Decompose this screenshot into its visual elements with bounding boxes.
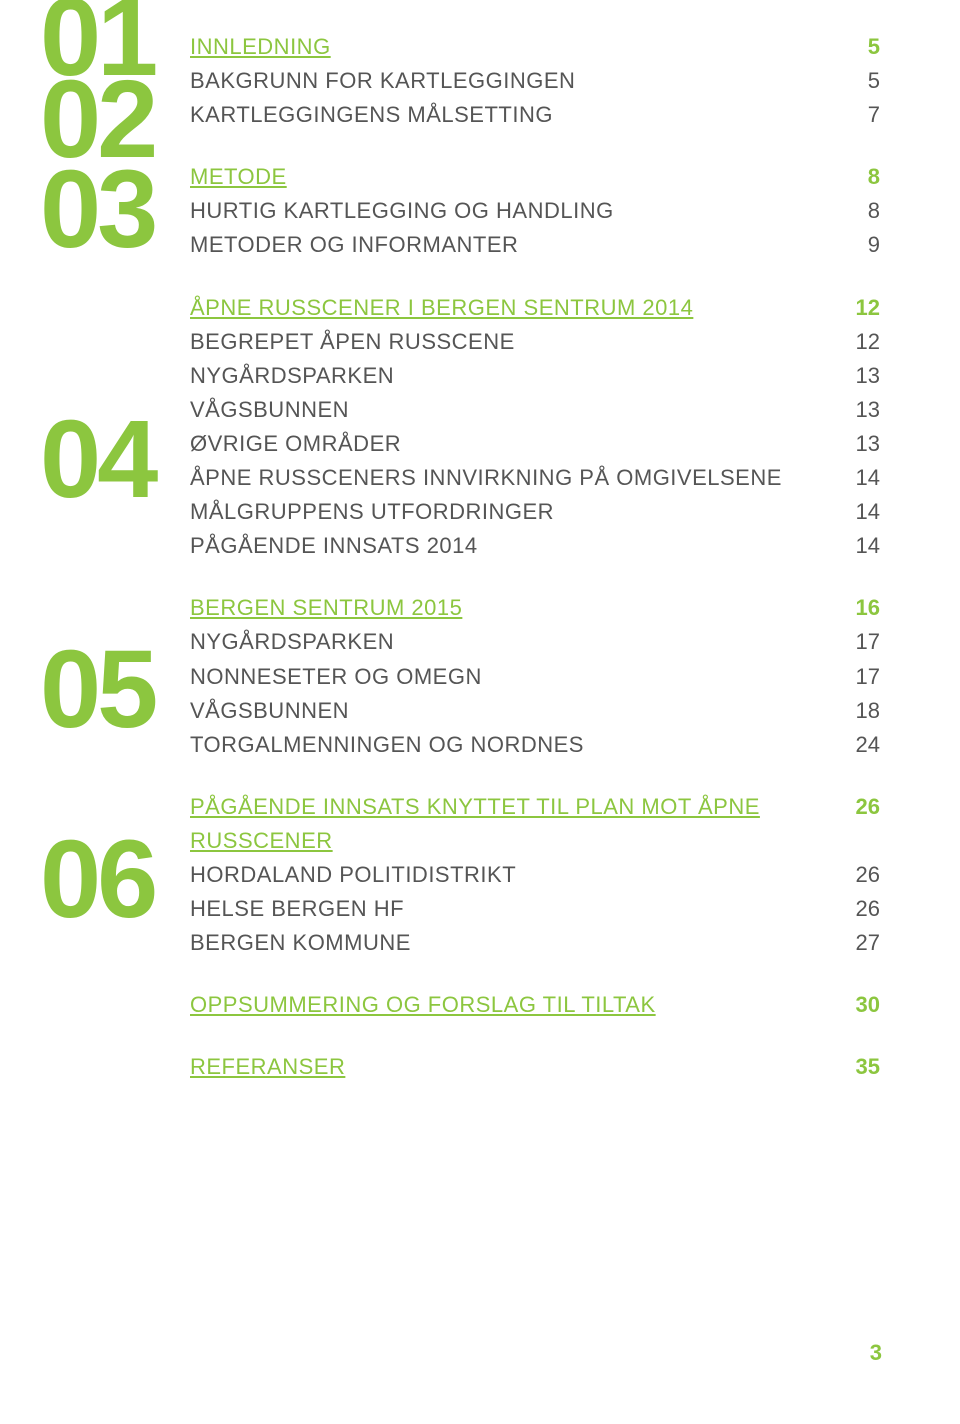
toc-row: NONNESETER OG OMEGN 17 — [190, 660, 880, 694]
toc-section-link[interactable]: REFERANSER — [190, 1050, 345, 1084]
toc-row: NYGÅRDSPARKEN 13 — [190, 359, 880, 393]
toc-page-number: 12 — [856, 291, 880, 325]
toc-row: OPPSUMMERING OG FORSLAG TIL TILTAK 30 — [190, 988, 880, 1022]
toc-section-link[interactable]: OPPSUMMERING OG FORSLAG TIL TILTAK — [190, 988, 656, 1022]
table-of-contents: INNLEDNING5BAKGRUNN FOR KARTLEGGINGEN5KA… — [190, 30, 880, 1084]
toc-page-number: 27 — [856, 926, 880, 960]
toc-page-number: 35 — [856, 1050, 880, 1084]
toc-row: BEGREPET ÅPEN RUSSCENE 12 — [190, 325, 880, 359]
toc-row: ÅPNE RUSSCENERS INNVIRKNING PÅ OMGIVELSE… — [190, 461, 880, 495]
toc-section-link[interactable]: INNLEDNING — [190, 30, 331, 64]
toc-row: HELSE BERGEN HF 26 — [190, 892, 880, 926]
toc-gap — [190, 762, 880, 790]
toc-page-number: 9 — [868, 228, 880, 262]
toc-row: INNLEDNING 5 — [190, 30, 880, 64]
toc-page-number: 18 — [856, 694, 880, 728]
toc-row: PÅGÅENDE INNSATS KNYTTET TIL PLAN MOT ÅP… — [190, 790, 880, 858]
toc-page-number: 13 — [856, 393, 880, 427]
toc-entry-label: TORGALMENNINGEN OG NORDNES — [190, 728, 584, 762]
toc-row: REFERANSER 35 — [190, 1050, 880, 1084]
page-number: 3 — [870, 1340, 882, 1366]
toc-row: NYGÅRDSPARKEN 17 — [190, 625, 880, 659]
toc-entry-label: HURTIG KARTLEGGING OG HANDLING — [190, 194, 614, 228]
toc-section-link[interactable]: METODE — [190, 160, 287, 194]
toc-page-number: 24 — [856, 728, 880, 762]
toc-entry-label: HORDALAND POLITIDISTRIKT — [190, 858, 516, 892]
toc-page-number: 14 — [856, 495, 880, 529]
toc-row: BERGEN KOMMUNE 27 — [190, 926, 880, 960]
toc-page-number: 8 — [868, 194, 880, 228]
chapter-number-06: 06 — [40, 830, 154, 929]
toc-entry-label: HELSE BERGEN HF — [190, 892, 404, 926]
toc-gap — [190, 132, 880, 160]
toc-gap — [190, 563, 880, 591]
toc-entry-label: KARTLEGGINGENS MÅLSETTING — [190, 98, 553, 132]
toc-section-link[interactable]: PÅGÅENDE INNSATS KNYTTET TIL PLAN MOT ÅP… — [190, 790, 856, 858]
toc-page-number: 14 — [856, 529, 880, 563]
toc-page-number: 16 — [856, 591, 880, 625]
toc-page-number: 12 — [856, 325, 880, 359]
toc-entry-label: NONNESETER OG OMEGN — [190, 660, 482, 694]
toc-page-number: 7 — [868, 98, 880, 132]
toc-entry-label: MÅLGRUPPENS UTFORDRINGER — [190, 495, 554, 529]
toc-page-number: 5 — [868, 64, 880, 98]
toc-row: KARTLEGGINGENS MÅLSETTING 7 — [190, 98, 880, 132]
toc-page-number: 17 — [856, 660, 880, 694]
toc-row: BERGEN SENTRUM 2015 16 — [190, 591, 880, 625]
toc-page-number: 13 — [856, 427, 880, 461]
toc-entry-label: VÅGSBUNNEN — [190, 694, 349, 728]
toc-row: HORDALAND POLITIDISTRIKT 26 — [190, 858, 880, 892]
toc-entry-label: BERGEN KOMMUNE — [190, 926, 411, 960]
toc-page-number: 30 — [856, 988, 880, 1022]
toc-entry-label: ÅPNE RUSSCENERS INNVIRKNING PÅ OMGIVELSE… — [190, 461, 782, 495]
toc-row: VÅGSBUNNEN 18 — [190, 694, 880, 728]
toc-page-number: 26 — [856, 790, 880, 824]
toc-entry-label: PÅGÅENDE INNSATS 2014 — [190, 529, 478, 563]
page: 01 02 03 04 05 06 INNLEDNING5BAKGRUNN FO… — [0, 0, 960, 1424]
toc-page-number: 26 — [856, 858, 880, 892]
toc-row: METODE 8 — [190, 160, 880, 194]
toc-page-number: 13 — [856, 359, 880, 393]
chapter-number-03: 03 — [40, 160, 154, 259]
toc-page-number: 14 — [856, 461, 880, 495]
chapter-number-04: 04 — [40, 410, 154, 509]
toc-entry-label: NYGÅRDSPARKEN — [190, 359, 394, 393]
toc-row: MÅLGRUPPENS UTFORDRINGER 14 — [190, 495, 880, 529]
toc-page-number: 17 — [856, 625, 880, 659]
toc-entry-label: BAKGRUNN FOR KARTLEGGINGEN — [190, 64, 575, 98]
toc-gap — [190, 263, 880, 291]
toc-gap — [190, 1022, 880, 1050]
toc-row: BAKGRUNN FOR KARTLEGGINGEN 5 — [190, 64, 880, 98]
toc-entry-label: ØVRIGE OMRÅDER — [190, 427, 401, 461]
toc-row: ÅPNE RUSSCENER I BERGEN SENTRUM 2014 12 — [190, 291, 880, 325]
toc-gap — [190, 960, 880, 988]
toc-entry-label: NYGÅRDSPARKEN — [190, 625, 394, 659]
toc-entry-label: BEGREPET ÅPEN RUSSCENE — [190, 325, 515, 359]
toc-entry-label: VÅGSBUNNEN — [190, 393, 349, 427]
chapter-number-05: 05 — [40, 640, 154, 739]
toc-row: PÅGÅENDE INNSATS 2014 14 — [190, 529, 880, 563]
toc-row: ØVRIGE OMRÅDER 13 — [190, 427, 880, 461]
toc-page-number: 5 — [868, 30, 880, 64]
toc-row: METODER OG INFORMANTER 9 — [190, 228, 880, 262]
toc-row: HURTIG KARTLEGGING OG HANDLING 8 — [190, 194, 880, 228]
toc-row: TORGALMENNINGEN OG NORDNES 24 — [190, 728, 880, 762]
toc-entry-label: METODER OG INFORMANTER — [190, 228, 518, 262]
toc-section-link[interactable]: ÅPNE RUSSCENER I BERGEN SENTRUM 2014 — [190, 291, 693, 325]
toc-page-number: 26 — [856, 892, 880, 926]
toc-section-link[interactable]: BERGEN SENTRUM 2015 — [190, 591, 462, 625]
toc-row: VÅGSBUNNEN 13 — [190, 393, 880, 427]
toc-page-number: 8 — [868, 160, 880, 194]
